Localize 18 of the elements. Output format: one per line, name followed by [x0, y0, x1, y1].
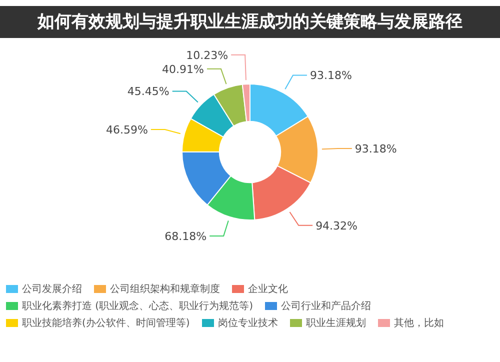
legend-label: 企业文化 [248, 282, 288, 296]
legend-label: 其他，比如 [394, 316, 444, 330]
data-label: 93.18% [354, 142, 397, 156]
data-label: 94.32% [316, 219, 358, 232]
data-label: 68.18% [164, 230, 207, 243]
data-label: 40.91% [162, 62, 204, 76]
legend-label: 岗位专业技术 [218, 316, 278, 330]
title: 如何有效规划与提升职业生涯成功的关键策略与发展路径 [0, 6, 500, 38]
legend-label: 公司行业和产品介绍 [280, 300, 371, 313]
data-label: 46.59% [106, 124, 148, 137]
data-label: 10.23% [186, 48, 228, 62]
legend-label: 职业技能培养(办公软件、时间管理等) [22, 316, 190, 330]
legend-label: 公司组织架构和规章制度 [110, 282, 220, 296]
legend-label: 职业化素养打造 (职业观念、心态、职业行为规范等) [22, 300, 253, 313]
legend-label: 职业生涯规划 [306, 316, 366, 330]
data-label: 93.18% [310, 69, 352, 82]
data-label: 45.45% [127, 85, 170, 98]
legend-label: 公司发展介绍 [22, 283, 82, 296]
